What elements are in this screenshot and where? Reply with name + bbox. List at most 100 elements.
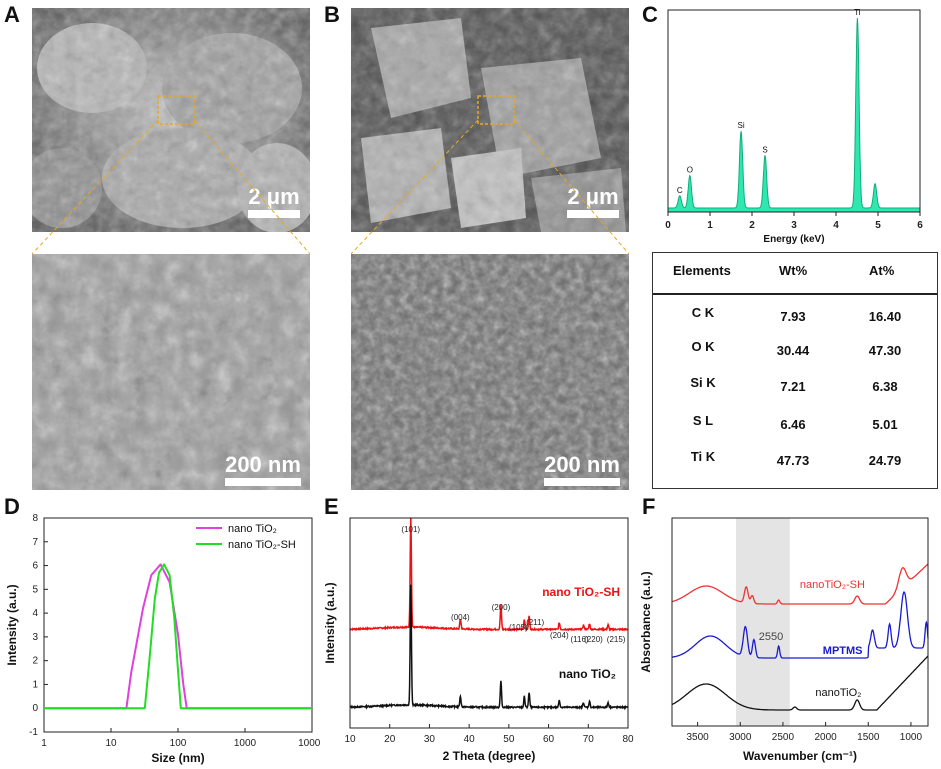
x-axis-label: Size (nm) bbox=[151, 751, 204, 765]
panel-label-d: D bbox=[4, 494, 20, 519]
eds-table: Elements Wt% At% C K 7.93 16.40 O K 30.4… bbox=[652, 252, 938, 489]
eds-row-element: Si K bbox=[690, 375, 716, 390]
eds-row-wt: 6.46 bbox=[780, 417, 806, 432]
peak-annotation: (211) bbox=[526, 618, 544, 627]
eds-row-at: 6.38 bbox=[872, 379, 898, 394]
eds-row-wt: 47.73 bbox=[776, 453, 810, 468]
x-axis-label: Energy (keV) bbox=[763, 234, 824, 245]
scale-bar-b-top: 2 μm bbox=[563, 184, 623, 218]
y-tick-label: 2 bbox=[32, 656, 38, 667]
x-tick-label: 1 bbox=[41, 738, 47, 749]
dls-chart: 1 10 100 1000 10000 -1 0 1 2 3 4 5 6 7 8 Size (nm) Inten… bbox=[5, 513, 320, 765]
peak-annotation: (215) bbox=[607, 635, 626, 644]
y-tick-label: 4 bbox=[32, 608, 38, 619]
eds-row-at: 16.40 bbox=[868, 309, 902, 324]
x-tick-label: 70 bbox=[583, 734, 595, 745]
x-tick-label: 2500 bbox=[772, 732, 795, 743]
series-line-sh bbox=[671, 563, 929, 605]
series-line-tio2 bbox=[349, 584, 629, 711]
series-line-sh bbox=[349, 517, 629, 633]
peak-label: C bbox=[677, 186, 683, 195]
x-tick-label: 30 bbox=[424, 734, 436, 745]
eds-header-at: At% bbox=[869, 263, 895, 278]
scale-label-b-top: 2 μm bbox=[567, 184, 619, 209]
peak-annotation: (101) bbox=[401, 525, 420, 534]
scale-label-a-bottom: 200 nm bbox=[225, 452, 301, 477]
x-tick-label: 1500 bbox=[857, 732, 880, 743]
peak-label: S bbox=[762, 145, 767, 154]
y-tick-label: 0 bbox=[32, 703, 38, 714]
x-tick-label: 0 bbox=[665, 220, 671, 231]
x-tick-label: 10 bbox=[105, 738, 117, 749]
scale-bar-a-top: 2 μm bbox=[244, 184, 304, 218]
x-tick-label: 60 bbox=[543, 734, 555, 745]
xrd-chart: 10 20 30 40 50 60 70 80 2 Theta (degree) Intensit… bbox=[323, 517, 634, 763]
sem-texture-b-low bbox=[351, 8, 629, 232]
peak-annotation: (004) bbox=[451, 613, 470, 622]
y-tick-label: 8 bbox=[32, 513, 38, 524]
y-tick-label: 7 bbox=[32, 537, 38, 548]
scale-bar-line-a-bottom bbox=[225, 478, 301, 486]
eds-header-wt: Wt% bbox=[779, 263, 808, 278]
y-tick-label: -1 bbox=[29, 727, 38, 738]
y-tick-label: 3 bbox=[32, 632, 38, 643]
sem-image-b-high: 200 nm bbox=[351, 254, 629, 490]
peak-annotation: (105) bbox=[509, 623, 528, 632]
panel-label-c: C bbox=[642, 2, 658, 27]
eds-row-at: 24.79 bbox=[868, 453, 902, 468]
plot-frame bbox=[671, 517, 929, 727]
sem-texture-a-high bbox=[32, 254, 310, 490]
y-axis-label: Intensity (a.u.) bbox=[5, 584, 19, 665]
x-tick-label: 3000 bbox=[729, 732, 752, 743]
eds-row-element: C K bbox=[691, 305, 715, 320]
eds-row-wt: 7.21 bbox=[780, 379, 806, 394]
peak-annotation: (220) bbox=[584, 635, 603, 644]
eds-spectrum-chart: 0 1 2 3 4 5 6 Energy (keV) C O Si S Ti bbox=[665, 8, 923, 245]
shaded-region bbox=[736, 518, 790, 726]
y-axis-label: Intensity (a.u.) bbox=[323, 582, 337, 663]
series-line-mptms bbox=[672, 591, 929, 659]
panel-label-a: A bbox=[4, 2, 20, 27]
sem-texture-b-high bbox=[351, 254, 629, 490]
eds-row-element: O K bbox=[691, 339, 715, 354]
series-label-sh: nano TiO₂-SH bbox=[542, 585, 620, 599]
x-tick-label: 3 bbox=[791, 220, 797, 231]
x-axis-label: Wavenumber (cm⁻¹) bbox=[743, 749, 857, 763]
panel-label-f: F bbox=[642, 494, 656, 519]
x-tick-label: 40 bbox=[464, 734, 476, 745]
series-label-tio2: nanoTiO₂ bbox=[815, 687, 861, 699]
eds-row-element: Ti K bbox=[690, 449, 716, 464]
x-tick-label: 2000 bbox=[814, 732, 837, 743]
x-tick-label: 100 bbox=[170, 738, 187, 749]
scale-bar-line-b-top bbox=[567, 210, 619, 218]
x-tick-label: 20 bbox=[384, 734, 396, 745]
peak-annotation: 2550 bbox=[759, 631, 783, 643]
eds-row-wt: 7.93 bbox=[780, 309, 806, 324]
x-tick-label: 1000 bbox=[900, 732, 923, 743]
scale-bar-line-b-bottom bbox=[544, 478, 620, 486]
y-tick-label: 6 bbox=[32, 561, 38, 572]
ftir-chart: 3500 3000 2500 2000 1500 1000 Wavenumber (cm⁻¹… bbox=[639, 517, 929, 763]
x-tick-label: 2 bbox=[749, 220, 755, 231]
x-tick-label: 50 bbox=[503, 734, 515, 745]
peak-annotation: (200) bbox=[492, 603, 511, 612]
y-tick-label: 5 bbox=[32, 584, 38, 595]
eds-row-at: 47.30 bbox=[868, 343, 902, 358]
x-tick-label: 5 bbox=[875, 220, 881, 231]
legend-label: nano TiO₂-SH bbox=[228, 539, 296, 551]
scale-label-a-top: 2 μm bbox=[248, 184, 300, 209]
sem-image-a-high: 200 nm bbox=[32, 254, 310, 490]
panel-label-b: B bbox=[324, 2, 340, 27]
scale-bar-a-bottom: 200 nm bbox=[222, 452, 304, 486]
x-tick-label: 6 bbox=[917, 220, 923, 231]
eds-row-at: 5.01 bbox=[872, 417, 898, 432]
x-tick-label: 4 bbox=[833, 220, 839, 231]
x-tick-label: 10000 bbox=[298, 738, 320, 749]
scale-bar-line-a-top bbox=[248, 210, 300, 218]
scale-bar-b-bottom: 200 nm bbox=[541, 452, 623, 486]
peak-annotation: (204) bbox=[550, 631, 569, 640]
y-tick-label: 1 bbox=[32, 679, 38, 690]
x-tick-label: 1 bbox=[707, 220, 713, 231]
series-line-2 bbox=[44, 563, 312, 710]
eds-header-elements: Elements bbox=[673, 263, 731, 278]
